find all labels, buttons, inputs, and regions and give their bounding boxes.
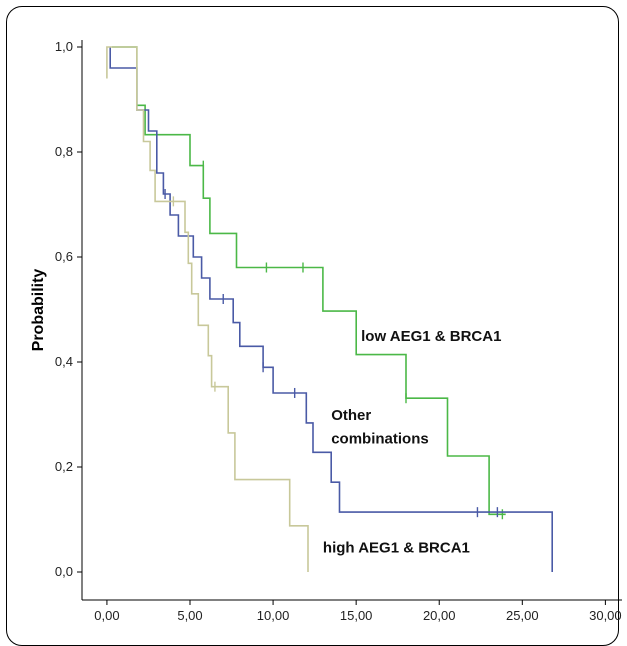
x-tick-label: 30,00	[589, 608, 622, 623]
y-tick-label: 1,0	[55, 39, 73, 54]
series-group	[106, 46, 553, 572]
x-tick-label: 20,00	[423, 608, 456, 623]
y-tick-label: 0,2	[55, 459, 73, 474]
annotation-label: high AEG1 & BRCA1	[323, 540, 470, 557]
x-tick-label: 5,00	[177, 608, 202, 623]
chart-frame	[6, 6, 619, 646]
annotation-label: Other	[331, 407, 371, 424]
x-tick-label: 0,00	[94, 608, 119, 623]
series-line-high-aeg1-brca1	[106, 46, 309, 572]
y-tick-label: 0,0	[55, 564, 73, 579]
axes: 0,0 0,2 0,4 0,6 0,8 1,0 0,00 5,00 10,00 15,00 20,0…	[55, 39, 622, 623]
y-axis-title: Probability	[30, 269, 47, 352]
y-tick-label: 0,8	[55, 144, 73, 159]
y-tick-label: 0,4	[55, 354, 73, 369]
x-tick-label: 10,00	[257, 608, 290, 623]
series-line-low-aeg1-brca1	[111, 46, 506, 516]
x-tick-label: 15,00	[340, 608, 373, 623]
annotation-label: combinations	[331, 430, 429, 447]
y-tick-label: 0,6	[55, 249, 73, 264]
series-line-other-combinations	[109, 47, 553, 572]
kaplan-meier-chart: 0,0 0,2 0,4 0,6 0,8 1,0 0,00 5,00 10,00 15,00 20,0…	[30, 39, 622, 623]
annotation-label: low AEG1 & BRCA1	[361, 328, 501, 345]
x-tick-label: 25,00	[506, 608, 539, 623]
annotations: low AEG1 & BRCA1 Other combinations high AE…	[323, 328, 502, 557]
